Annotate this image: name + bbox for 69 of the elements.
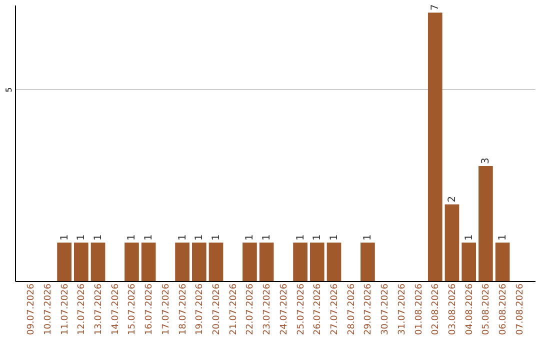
x-tick-label: 05.08.2026 [482, 283, 492, 336]
data-label: 1 [211, 234, 222, 241]
x-tick-label: 07.08.2026 [515, 283, 526, 336]
data-label: 1 [126, 234, 138, 241]
data-label: 1 [464, 234, 475, 241]
x-tick-label: 18.07.2026 [178, 283, 188, 336]
x-tick-label: 21.07.2026 [228, 283, 239, 336]
x-tick-label: 13.07.2026 [94, 283, 104, 336]
x-tick-label: 01.08.2026 [414, 283, 424, 336]
data-label: 1 [177, 234, 188, 241]
bar [141, 242, 156, 281]
bar [428, 12, 442, 281]
bar [90, 242, 106, 281]
x-tick-label: 25.07.2026 [296, 283, 306, 336]
data-label: 1 [362, 234, 374, 241]
data-label: 1 [498, 234, 509, 241]
bar [242, 242, 257, 281]
bar [208, 242, 224, 281]
x-tick-label: 02.08.2026 [431, 283, 442, 336]
x-tick-label: 29.07.2026 [364, 283, 374, 336]
x-tick-label: 11.07.2026 [60, 283, 70, 336]
x-tick-label: 09.07.2026 [26, 283, 37, 336]
x-tick-label: 22.07.2026 [246, 283, 256, 336]
bar [124, 242, 139, 281]
data-label: 2 [446, 196, 458, 202]
x-tick-label: 27.07.2026 [330, 283, 340, 336]
bar [293, 242, 308, 281]
bar [259, 242, 274, 281]
x-tick-label: 24.07.2026 [279, 283, 290, 336]
x-tick-label: 10.07.2026 [43, 283, 54, 336]
bar [57, 242, 72, 281]
x-tick-label: 12.07.2026 [77, 283, 88, 336]
bar [462, 242, 476, 281]
x-tick-label: 04.08.2026 [464, 283, 475, 336]
data-label: 1 [194, 234, 206, 241]
x-tick-label: 19.07.2026 [195, 283, 206, 336]
bar [478, 166, 493, 281]
x-tick-label: 26.07.2026 [313, 283, 324, 336]
data-label: 7 [430, 4, 442, 11]
bar [310, 242, 324, 281]
y-tick-label: 5 [4, 87, 14, 92]
data-label: 1 [93, 234, 104, 241]
x-tick-label: 23.07.2026 [262, 283, 273, 336]
data-label: 1 [59, 234, 70, 241]
x-tick-label: 17.07.2026 [161, 283, 172, 336]
x-tick-label: 31.07.2026 [397, 283, 408, 336]
x-tick-label: 28.07.2026 [346, 283, 357, 336]
x-tick-label: 06.08.2026 [498, 283, 509, 336]
data-label: 1 [144, 234, 155, 241]
bar [444, 204, 460, 281]
data-label: 1 [244, 234, 256, 241]
x-tick-label: 15.07.2026 [128, 283, 138, 336]
data-label: 1 [295, 234, 306, 241]
x-tick-label: 16.07.2026 [144, 283, 155, 336]
data-label: 3 [480, 158, 492, 164]
x-tick-label: 03.08.2026 [448, 283, 458, 336]
bar [175, 242, 190, 281]
bar [360, 242, 375, 281]
bar [495, 242, 510, 281]
data-label: 1 [328, 234, 340, 241]
bar [74, 242, 88, 281]
data-label: 1 [76, 234, 88, 241]
data-label: 1 [262, 234, 273, 241]
data-label: 1 [312, 234, 324, 241]
x-tick-label: 14.07.2026 [110, 283, 121, 336]
x-tick-label: 30.07.2026 [380, 283, 391, 336]
bar [326, 242, 342, 281]
x-tick-label: 20.07.2026 [212, 283, 222, 336]
bar [192, 242, 206, 281]
